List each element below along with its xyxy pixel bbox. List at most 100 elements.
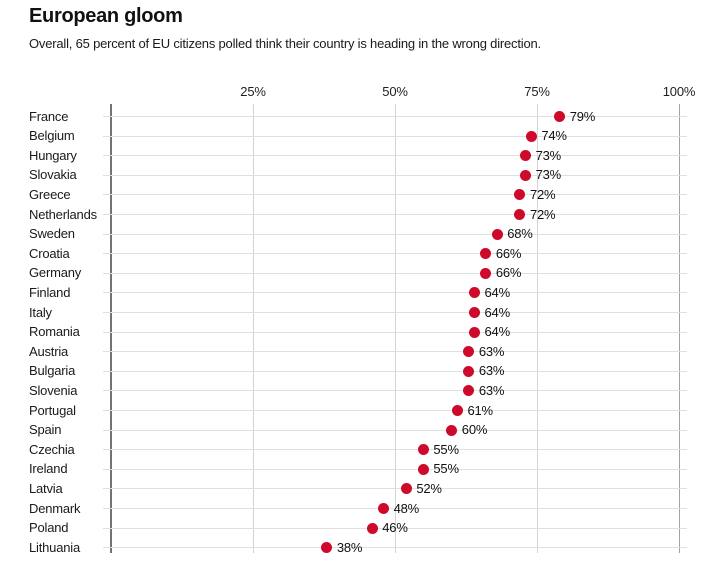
data-point-value-label: 60% [461, 422, 488, 438]
x-axis-tick-label: 100% [662, 84, 696, 99]
data-point-value-label: 72% [529, 206, 556, 222]
row-gridline [103, 116, 687, 117]
data-point-value-label: 74% [541, 128, 567, 144]
country-label: Sweden [29, 226, 75, 242]
country-label: Poland [29, 520, 69, 536]
country-label: Denmark [29, 500, 81, 516]
data-point-value-label: 38% [336, 539, 363, 555]
row-gridline [103, 547, 687, 549]
data-point-dot [469, 307, 481, 318]
data-point-dot [321, 542, 333, 554]
country-label: Ireland [29, 461, 68, 477]
data-point-value-label: 64% [484, 304, 511, 320]
data-point-value-label: 72% [529, 186, 556, 202]
data-point-dot [446, 424, 458, 436]
data-point-value-label: 64% [484, 284, 511, 300]
x-axis-tick-label: 75% [524, 84, 550, 99]
data-point-dot [514, 189, 526, 201]
row-gridline [103, 390, 687, 392]
data-point-dot [469, 287, 481, 299]
data-point-value-label: 68% [507, 226, 533, 242]
vertical-gridline [536, 104, 538, 553]
data-point-dot [525, 130, 537, 142]
country-label: Slovenia [29, 382, 78, 398]
row-gridline [103, 527, 687, 529]
country-label: Spain [29, 422, 62, 438]
country-label: Slovakia [29, 167, 77, 183]
row-gridline [103, 508, 687, 509]
data-point-dot [463, 346, 475, 358]
data-point-value-label: 66% [495, 245, 522, 261]
country-label: Finland [29, 284, 71, 300]
x-axis-tick-label: 25% [240, 84, 266, 99]
data-point-dot [520, 169, 532, 181]
country-label: Portugal [29, 402, 76, 418]
data-point-dot [480, 248, 492, 260]
vertical-gridline [252, 104, 254, 553]
row-gridline [103, 410, 687, 411]
row-gridline [103, 312, 687, 313]
vertical-gridline [394, 104, 396, 553]
country-label: Austria [29, 343, 69, 359]
row-gridline [103, 292, 687, 294]
data-point-dot [451, 405, 463, 416]
data-point-value-label: 55% [433, 441, 459, 457]
country-label: Greece [29, 186, 71, 202]
row-gridline [103, 233, 687, 235]
data-point-dot [554, 111, 566, 122]
data-point-dot [463, 385, 475, 397]
data-point-value-label: 73% [535, 147, 562, 163]
country-label: Belgium [29, 128, 75, 144]
country-label: Croatia [29, 245, 70, 261]
data-point-dot [417, 463, 429, 475]
row-gridline [103, 331, 687, 333]
row-gridline [103, 174, 687, 176]
country-label: Italy [29, 304, 52, 320]
row-gridline [103, 468, 687, 470]
page-title: European gloom [29, 5, 183, 27]
country-label: Netherlands [29, 206, 97, 222]
data-point-dot [463, 365, 475, 377]
data-point-dot [400, 483, 412, 495]
data-point-value-label: 64% [484, 324, 511, 340]
chart-subtitle: Overall, 65 percent of EU citizens polle… [29, 36, 541, 51]
data-point-dot [480, 267, 492, 279]
row-gridline [103, 488, 687, 490]
data-point-value-label: 61% [467, 402, 493, 418]
row-gridline [103, 155, 687, 157]
row-gridline [103, 370, 687, 372]
data-point-value-label: 66% [495, 265, 522, 281]
data-point-dot [491, 228, 503, 240]
y-axis-line [110, 104, 112, 553]
row-gridline [103, 272, 687, 274]
data-point-value-label: 79% [569, 108, 596, 124]
country-label: Latvia [29, 480, 63, 496]
row-gridline [103, 135, 687, 137]
data-point-dot [366, 522, 378, 534]
data-point-value-label: 73% [535, 167, 562, 183]
data-point-dot [520, 150, 532, 162]
data-point-dot [417, 444, 429, 456]
data-point-value-label: 63% [478, 343, 505, 359]
data-point-dot [469, 326, 481, 338]
data-point-dot [514, 209, 526, 220]
data-point-value-label: 52% [416, 480, 442, 496]
row-gridline [103, 214, 687, 215]
country-label: Lithuania [29, 539, 80, 555]
row-gridline [103, 194, 687, 196]
row-gridline [103, 351, 687, 353]
data-point-value-label: 63% [478, 382, 505, 398]
country-label: France [29, 108, 69, 124]
data-point-value-label: 48% [393, 500, 420, 516]
country-label: Hungary [29, 147, 77, 163]
row-gridline [103, 429, 687, 431]
vertical-gridline [678, 104, 680, 553]
row-gridline [103, 253, 687, 255]
country-label: Romania [29, 324, 80, 340]
data-point-value-label: 55% [433, 461, 459, 477]
country-label: Bulgaria [29, 363, 76, 379]
data-point-value-label: 63% [478, 363, 505, 379]
x-axis-tick-label: 50% [382, 84, 408, 99]
